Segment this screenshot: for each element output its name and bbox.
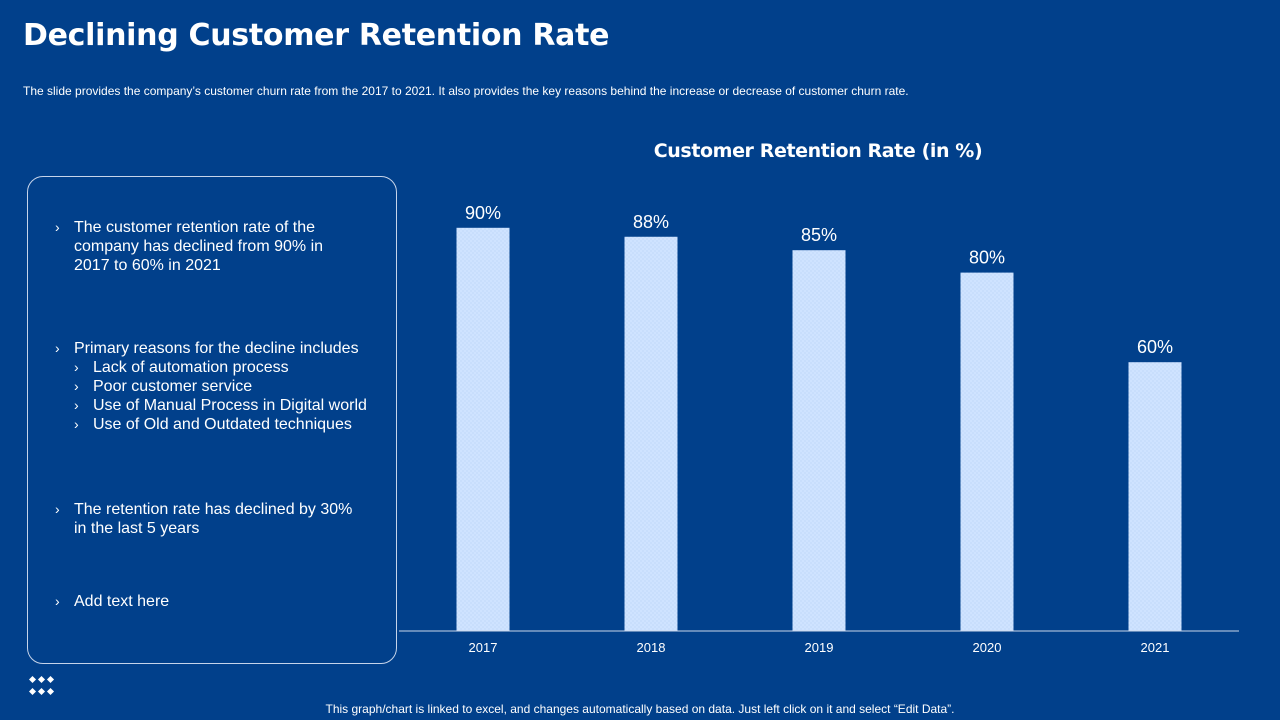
reason-text: Use of Manual Process in Digital world <box>93 397 367 414</box>
bullet-text: The retention rate has declined by 30% i… <box>74 501 353 537</box>
bullet-item: › The customer retention rate of the com… <box>55 218 355 275</box>
bullet-text: The customer retention rate of the compa… <box>74 219 324 274</box>
chevron-right-icon: › <box>55 501 60 517</box>
data-label-2021: 60% <box>1137 337 1173 357</box>
bullet-block-2: › Primary reasons for the decline includ… <box>55 339 385 434</box>
data-label-2019: 85% <box>801 225 837 245</box>
reason-text: Lack of automation process <box>93 359 289 376</box>
chevron-right-icon: › <box>74 397 79 413</box>
reason-text: Use of Old and Outdated techniques <box>93 416 352 433</box>
reason-text: Poor customer service <box>93 378 253 395</box>
x-tick-label-2019: 2019 <box>805 640 834 655</box>
bullet-item: › The retention rate has declined by 30%… <box>55 500 355 538</box>
x-tick-label-2021: 2021 <box>1141 640 1170 655</box>
slide-title: Declining Customer Retention Rate <box>23 18 610 53</box>
bullet-text: Add text here <box>74 593 170 610</box>
bar-2020 <box>960 272 1014 631</box>
chevron-right-icon: › <box>74 416 79 432</box>
bar-2021 <box>1128 362 1182 631</box>
reason-item: › Lack of automation process <box>74 358 385 377</box>
bullet-block-4: › Add text here <box>55 592 355 611</box>
bar-2019 <box>792 250 846 631</box>
bar-2017 <box>456 227 510 632</box>
chevron-right-icon: › <box>74 359 79 375</box>
chevron-right-icon: › <box>55 593 60 609</box>
footer-note: This graph/chart is linked to excel, and… <box>325 702 955 716</box>
data-label-2020: 80% <box>969 248 1005 268</box>
x-tick-label-2017: 2017 <box>469 640 498 655</box>
chevron-right-icon: › <box>55 219 60 235</box>
data-label-2018: 88% <box>633 212 669 232</box>
chart-title: Customer Retention Rate (in %) <box>653 140 983 162</box>
bullet-block-1: › The customer retention rate of the com… <box>55 218 355 275</box>
chevron-right-icon: › <box>55 340 60 356</box>
reason-item: › Poor customer service <box>74 377 385 396</box>
slide-subtitle: The slide provides the company’s custome… <box>23 84 909 98</box>
reason-item: › Use of Old and Outdated techniques <box>74 415 385 434</box>
reason-item: › Use of Manual Process in Digital world <box>74 396 385 415</box>
reasons-list: › Lack of automation process › Poor custom… <box>74 358 385 434</box>
x-tick-label-2020: 2020 <box>973 640 1002 655</box>
bullet-item: › Add text here <box>55 592 355 611</box>
key-points-panel: › The customer retention rate of the com… <box>27 176 397 664</box>
bar-2018 <box>624 236 678 631</box>
bullet-item: › Primary reasons for the decline includ… <box>55 339 385 434</box>
chevron-right-icon: › <box>74 378 79 394</box>
bullet-text: Primary reasons for the decline includes <box>74 340 359 357</box>
x-tick-label-2018: 2018 <box>637 640 666 655</box>
bullet-block-3: › The retention rate has declined by 30%… <box>55 500 355 538</box>
data-label-2017: 90% <box>465 203 501 223</box>
dots-grid-icon <box>29 675 55 696</box>
